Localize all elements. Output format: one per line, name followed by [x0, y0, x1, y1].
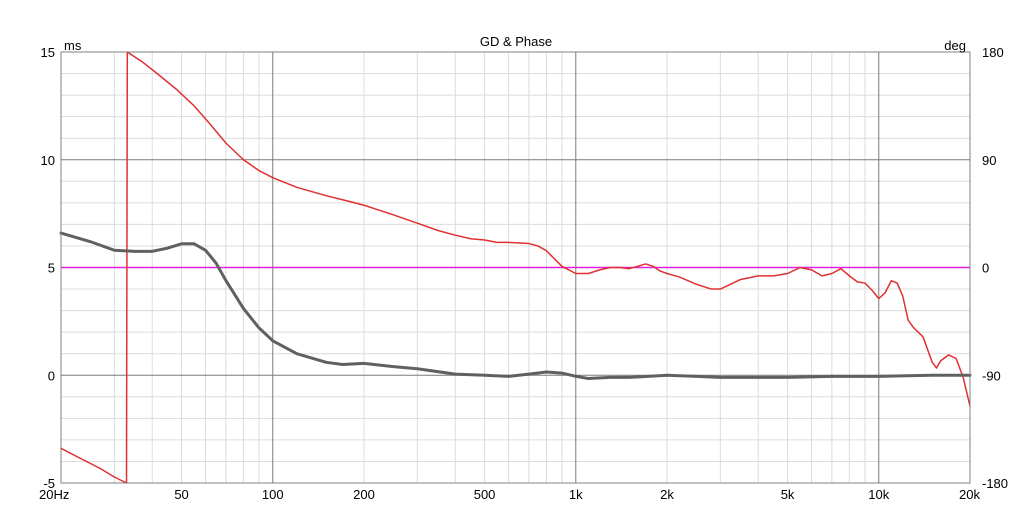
plot-border: [60, 51, 971, 484]
y-left-tick-label: 10: [41, 153, 55, 168]
x-tick-label: 5k: [781, 487, 795, 502]
x-tick-label: 20k: [959, 487, 980, 502]
tick-labels: 20Hz 50 100 200 500 1k 2k 5k 10k 20k151050-518090…: [39, 45, 1008, 502]
x-tick-label: 100: [262, 487, 284, 502]
y-left-tick-label: 5: [48, 261, 55, 276]
y-left-tick-label: 0: [48, 368, 55, 383]
phase-series-line: [60, 51, 971, 484]
y-right-tick-label: 0: [982, 261, 989, 276]
y-right-tick-label: 180: [982, 45, 1004, 60]
chart-title: GD & Phase: [480, 34, 552, 49]
y-left-tick-label: -5: [43, 476, 55, 491]
x-tick-label: 1k: [569, 487, 583, 502]
right-axis-unit: deg: [944, 38, 966, 53]
group-delay-series-line: [59, 231, 972, 380]
x-tick-label: 50: [174, 487, 188, 502]
x-tick-label: 200: [353, 487, 375, 502]
x-tick-label: 10k: [868, 487, 889, 502]
x-tick-label: 500: [474, 487, 496, 502]
left-axis-unit: ms: [64, 38, 82, 53]
y-right-tick-label: 90: [982, 153, 996, 168]
x-tick-label: 20Hz: [39, 487, 69, 502]
series-group: [59, 51, 972, 484]
y-left-tick-label: 15: [41, 45, 55, 60]
x-tick-label: 2k: [660, 487, 674, 502]
y-right-tick-label: -90: [982, 368, 1001, 383]
y-right-tick-label: -180: [982, 476, 1008, 491]
